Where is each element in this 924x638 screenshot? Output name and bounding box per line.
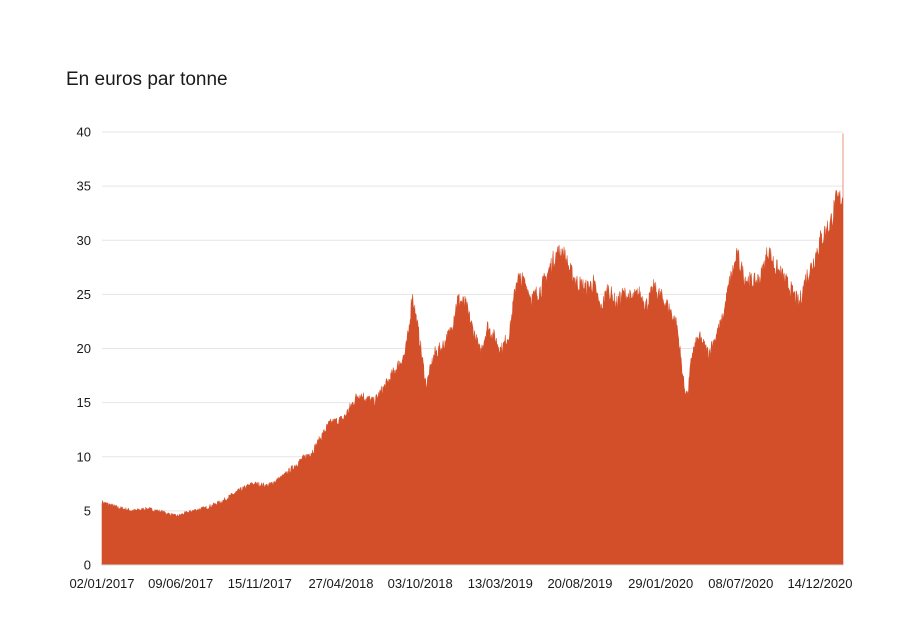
- y-tick-label: 10: [77, 449, 91, 464]
- x-tick-label: 03/10/2018: [388, 576, 453, 591]
- x-tick-label: 08/07/2020: [708, 576, 773, 591]
- x-tick-label: 13/03/2019: [468, 576, 533, 591]
- y-tick-label: 15: [77, 395, 91, 410]
- y-tick-label: 0: [84, 558, 91, 573]
- y-tick-label: 25: [77, 287, 91, 302]
- x-axis-ticks: 02/01/2017 09/06/2017 15/11/2017 27/04/2018…: [69, 576, 852, 591]
- x-tick-label: 27/04/2018: [308, 576, 373, 591]
- x-tick-label: 02/01/2017: [69, 576, 134, 591]
- y-axis-ticks: 0 5 10 15 20 25 30 35 40: [77, 125, 91, 573]
- y-tick-label: 5: [84, 503, 91, 518]
- area-series-path: [101, 133, 844, 566]
- y-tick-label: 35: [77, 179, 91, 194]
- y-tick-label: 30: [77, 233, 91, 248]
- x-tick-label: 14/12/2020: [787, 576, 852, 591]
- x-tick-label: 15/11/2017: [228, 576, 292, 591]
- unit-label: En euros par tonne: [66, 69, 228, 90]
- x-tick-label: 09/06/2017: [148, 576, 213, 591]
- area-series: [101, 133, 844, 566]
- x-tick-label: 20/08/2019: [547, 576, 612, 591]
- x-tick-label: 29/01/2020: [628, 576, 693, 591]
- y-tick-label: 20: [77, 341, 91, 356]
- y-tick-label: 40: [77, 125, 91, 140]
